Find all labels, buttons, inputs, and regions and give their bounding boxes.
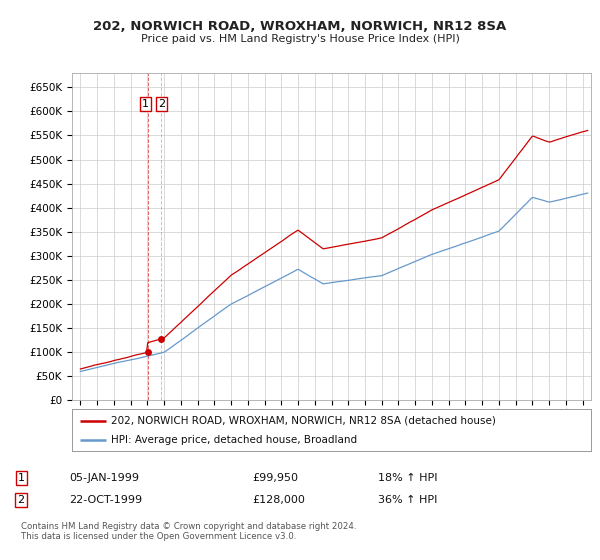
Text: 1: 1 (17, 473, 25, 483)
Text: 2: 2 (17, 494, 25, 505)
Text: 05-JAN-1999: 05-JAN-1999 (69, 473, 139, 483)
Text: £99,950: £99,950 (252, 473, 298, 483)
Text: Price paid vs. HM Land Registry's House Price Index (HPI): Price paid vs. HM Land Registry's House … (140, 34, 460, 44)
Text: 202, NORWICH ROAD, WROXHAM, NORWICH, NR12 8SA (detached house): 202, NORWICH ROAD, WROXHAM, NORWICH, NR1… (111, 416, 496, 426)
Text: 1: 1 (142, 99, 149, 109)
Text: 18% ↑ HPI: 18% ↑ HPI (378, 473, 437, 483)
Text: 22-OCT-1999: 22-OCT-1999 (69, 494, 142, 505)
Text: HPI: Average price, detached house, Broadland: HPI: Average price, detached house, Broa… (111, 435, 357, 445)
Text: 36% ↑ HPI: 36% ↑ HPI (378, 494, 437, 505)
Text: Contains HM Land Registry data © Crown copyright and database right 2024.
This d: Contains HM Land Registry data © Crown c… (21, 522, 356, 542)
Text: 202, NORWICH ROAD, WROXHAM, NORWICH, NR12 8SA: 202, NORWICH ROAD, WROXHAM, NORWICH, NR1… (94, 20, 506, 34)
Text: £128,000: £128,000 (252, 494, 305, 505)
Text: 2: 2 (158, 99, 165, 109)
